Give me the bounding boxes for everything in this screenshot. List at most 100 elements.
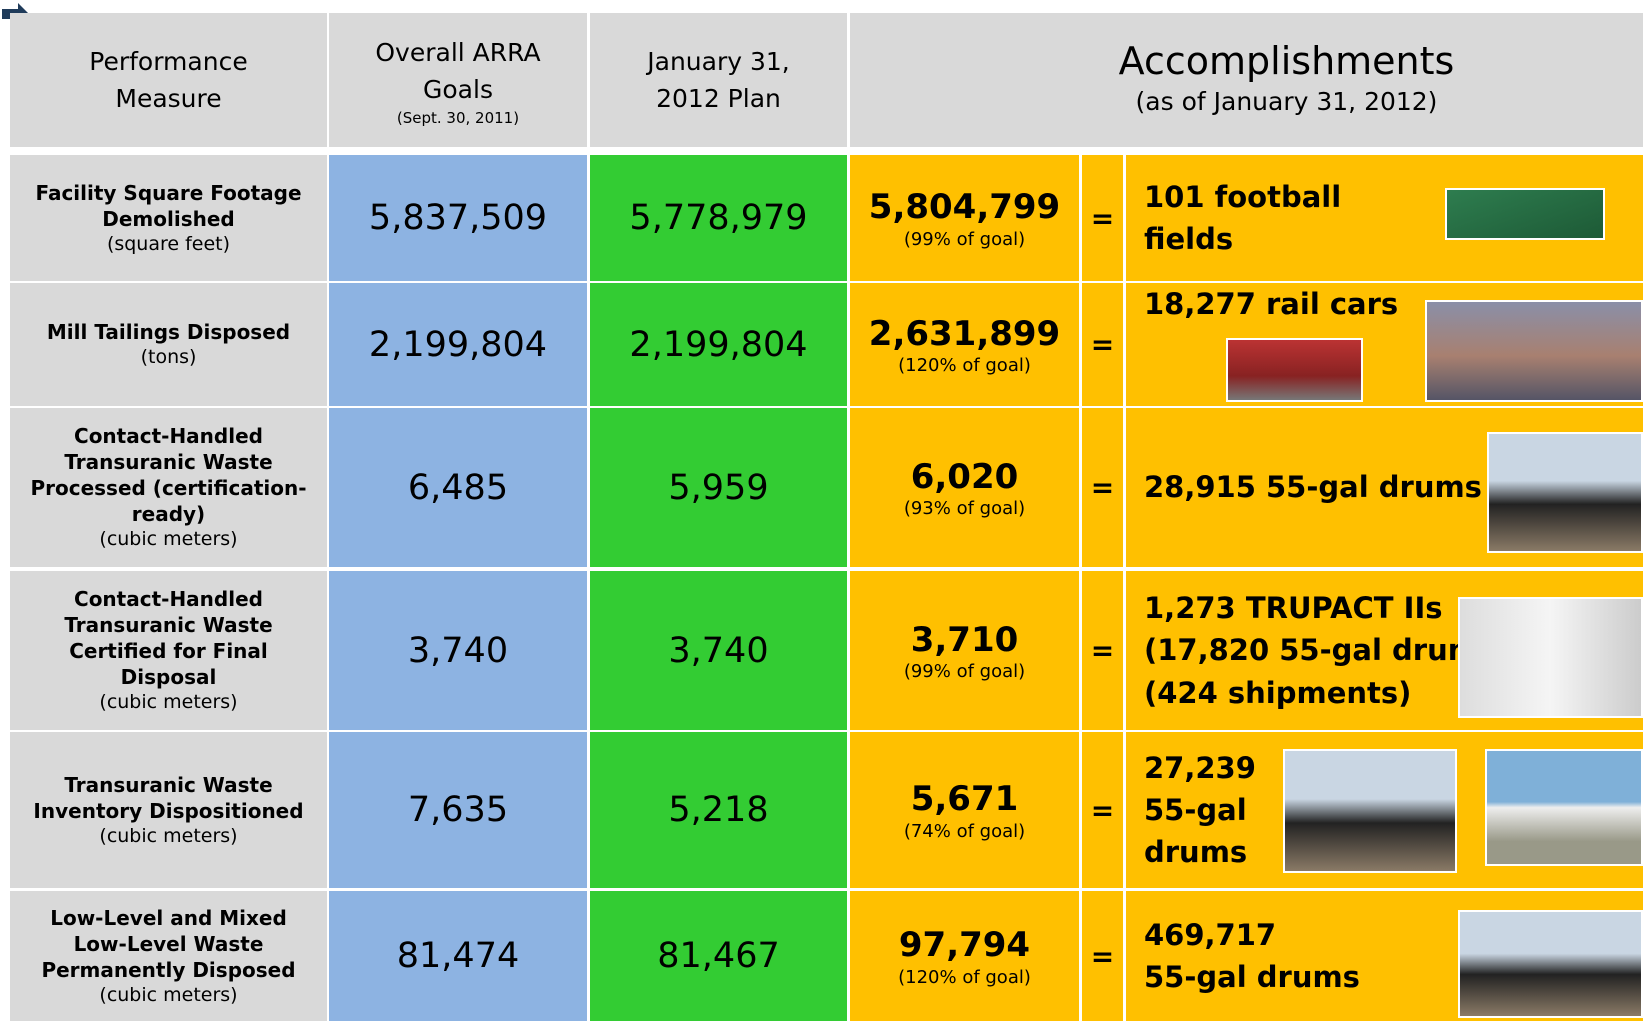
equals-cell: = (1082, 155, 1123, 281)
percent-of-goal: (74% of goal) (903, 820, 1026, 842)
measure-cell: Contact-Handled Transuranic Waste Certif… (10, 571, 327, 730)
equals-sign: = (1090, 201, 1115, 235)
plan-value: 5,778,979 (629, 198, 808, 238)
equals-sign: = (1090, 328, 1115, 361)
measure-unit: (tons) (140, 346, 197, 369)
measure-unit: (square feet) (106, 232, 231, 255)
goal-cell: 81,474 (329, 891, 587, 1021)
trupact-image (1458, 597, 1643, 718)
rail-car-image (1226, 338, 1363, 402)
goal-cell: 2,199,804 (329, 283, 587, 406)
goal-value: 6,485 (407, 467, 509, 508)
equals-cell: = (1082, 408, 1123, 567)
accomplished-cell: 3,710 (99% of goal) (850, 571, 1079, 730)
header-cell: January 31, 2012 Plan (590, 13, 847, 147)
plan-value: 5,959 (668, 467, 769, 508)
header-text: Performance Measure (89, 46, 248, 114)
header-text: Overall ARRA Goals (375, 37, 541, 105)
goal-value: 81,474 (396, 936, 520, 976)
measure-name: Mill Tailings Disposed (46, 320, 291, 345)
plan-value: 81,467 (657, 936, 780, 976)
percent-of-goal: (99% of goal) (903, 661, 1026, 683)
goal-value: 2,199,804 (368, 324, 548, 365)
accomplished-cell: 5,804,799 (99% of goal) (850, 155, 1079, 281)
measure-cell: Contact-Handled Transuranic Waste Proces… (10, 408, 327, 567)
header-subtext: (Sept. 30, 2011) (396, 108, 520, 127)
goal-value: 7,635 (407, 790, 509, 830)
header-title: Accomplishments (1118, 39, 1455, 84)
goal-cell: 3,740 (329, 571, 587, 730)
drums-image (1458, 910, 1643, 1018)
accomplished-cell: 2,631,899 (120% of goal) (850, 283, 1079, 406)
drums-image (1487, 432, 1643, 553)
plan-cell: 3,740 (590, 571, 847, 730)
accomplished-value: 2,631,899 (868, 313, 1061, 354)
percent-of-goal: (120% of goal) (898, 355, 1031, 377)
truck-image (1485, 749, 1643, 866)
equivalent-line: 18,277 rail cars (1144, 287, 1399, 321)
equals-cell: = (1082, 732, 1123, 888)
equals-cell: = (1082, 571, 1123, 730)
goal-value: 5,837,509 (368, 198, 548, 238)
header-subtext: (as of January 31, 2012) (1135, 87, 1438, 117)
accomplished-cell: 5,671 (74% of goal) (850, 732, 1079, 888)
accomplished-cell: 97,794 (120% of goal) (850, 891, 1079, 1021)
field-image (1445, 188, 1605, 240)
measure-name: Transuranic Waste Inventory Dispositione… (33, 772, 304, 823)
percent-of-goal: (99% of goal) (903, 228, 1026, 250)
equivalent-line: 101 football (1144, 179, 1342, 214)
equivalent-line: 55-gal (1144, 792, 1247, 827)
goal-value: 3,740 (407, 630, 509, 671)
equivalent-line: 28,915 55-gal drums (1144, 470, 1482, 505)
equivalent-line: 27,239 (1144, 750, 1256, 785)
equivalent-line: fields (1144, 222, 1234, 256)
equivalent-line: 469,717 (1144, 917, 1277, 952)
equivalent-line: 1,273 TRUPACT IIs (1144, 591, 1443, 626)
plan-cell: 5,959 (590, 408, 847, 567)
equals-sign: = (1090, 471, 1115, 504)
plan-cell: 5,218 (590, 732, 847, 888)
accomplished-value: 6,020 (910, 456, 1019, 497)
measure-cell: Mill Tailings Disposed (tons) (10, 283, 327, 406)
plan-value: 2,199,804 (629, 324, 808, 365)
plan-value: 3,740 (668, 630, 769, 671)
header-cell: Performance Measure (10, 13, 327, 147)
measure-unit: (cubic meters) (99, 824, 238, 847)
header-cell: Accomplishments (as of January 31, 2012) (850, 13, 1643, 147)
accomplished-value: 5,804,799 (868, 187, 1061, 228)
plan-cell: 81,467 (590, 891, 847, 1021)
measure-unit: (cubic meters) (99, 691, 238, 714)
equivalent-line: (17,820 55-gal drums) (1144, 633, 1509, 668)
header-text: January 31, 2012 Plan (647, 46, 790, 114)
measure-cell: Facility Square Footage Demolished (squar… (10, 155, 327, 281)
goal-cell: 7,635 (329, 732, 587, 888)
equals-cell: = (1082, 283, 1123, 406)
equivalent-line: drums (1144, 835, 1248, 870)
accomplished-value: 3,710 (910, 619, 1019, 660)
measure-cell: Transuranic Waste Inventory Dispositione… (10, 732, 327, 888)
measure-name: Contact-Handled Transuranic Waste Certif… (64, 587, 273, 690)
goal-cell: 6,485 (329, 408, 587, 567)
measure-name: Contact-Handled Transuranic Waste Proces… (30, 424, 307, 527)
measure-unit: (cubic meters) (99, 983, 238, 1006)
equals-sign: = (1090, 793, 1115, 827)
plan-cell: 2,199,804 (590, 283, 847, 406)
percent-of-goal: (120% of goal) (898, 966, 1031, 988)
equivalent-line: (424 shipments) (1144, 675, 1412, 710)
measure-name: Low-Level and Mixed Low-Level Waste Perm… (41, 905, 296, 982)
plan-cell: 5,778,979 (590, 155, 847, 281)
measure-unit: (cubic meters) (99, 528, 238, 551)
plan-value: 5,218 (668, 790, 769, 830)
drums-image (1283, 749, 1457, 873)
accomplished-value: 97,794 (898, 925, 1031, 966)
measure-name: Facility Square Footage Demolished (35, 180, 302, 231)
measure-cell: Low-Level and Mixed Low-Level Waste Perm… (10, 891, 327, 1021)
train-image (1425, 300, 1643, 402)
goal-cell: 5,837,509 (329, 155, 587, 281)
percent-of-goal: (93% of goal) (903, 498, 1026, 520)
equals-cell: = (1082, 891, 1123, 1021)
equivalent-line: 55-gal drums (1144, 960, 1360, 994)
accomplished-value: 5,671 (910, 779, 1019, 820)
accomplished-cell: 6,020 (93% of goal) (850, 408, 1079, 567)
equals-sign: = (1090, 939, 1115, 973)
